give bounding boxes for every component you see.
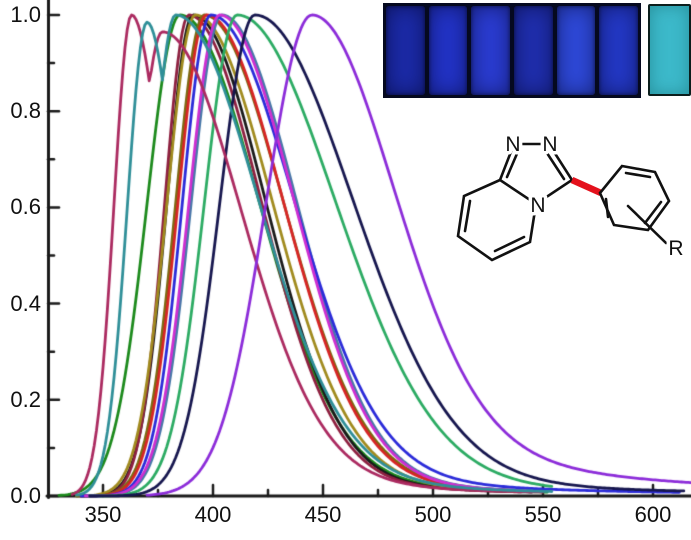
x-tick-label-400: 400 [194,502,232,527]
x-tick-label-600: 600 [634,502,672,527]
double-bond-phenyl-2 [643,200,663,225]
r-substituent-bond [626,204,668,245]
double-bond-c8-c7 [463,199,472,233]
uv-photo-cuvette-blue-3 [471,6,511,95]
y-tick-label-1.0: 1.0 [10,2,41,27]
y-tick-label-0.6: 0.6 [10,194,41,220]
pyridine-ring-bonds [456,178,538,262]
x-tick-label-350: 350 [84,502,122,527]
double-bond-c8a-n1 [505,147,521,179]
y-tick-label-0.8: 0.8 [10,98,41,124]
triazolopyridine-structure-drawing: N NNR [456,130,687,264]
x-tick-label-550: 550 [524,502,562,527]
triazole-ring-bonds [498,142,574,206]
atom-label-N: N [542,133,557,156]
double-bond-n2-c3 [543,148,566,181]
atom-label-R: R [668,237,683,260]
y-tick-label-0.2: 0.2 [10,386,41,412]
uv-photo-cuvette-blue-5 [556,6,596,95]
uv-photo-cuvette-blue-4 [514,6,553,95]
atom-label-N: N [505,133,520,156]
uv-photo-cuvette-blue-1 [386,6,425,95]
x-tick-label-450: 450 [304,502,342,527]
double-bond-phenyl-1 [624,171,652,179]
double-bond-phenyl-3 [604,197,610,219]
red-aryl-bond [570,177,603,196]
uv-photo-cuvette-strip [383,3,641,98]
phenyl-ring-bonds [598,164,671,232]
x-tick-label-500: 500 [414,502,452,527]
uv-photo-cuvette-cyan [648,4,691,96]
y-tick-label-0.4: 0.4 [10,290,41,316]
y-tick-label-0.0: 0.0 [10,483,41,508]
atom-label-N: N [530,194,545,217]
uv-photo-cuvette-blue-6 [599,6,639,95]
double-bond-c6-c5 [493,235,526,253]
uv-photo-cuvette-blue-2 [428,6,468,95]
